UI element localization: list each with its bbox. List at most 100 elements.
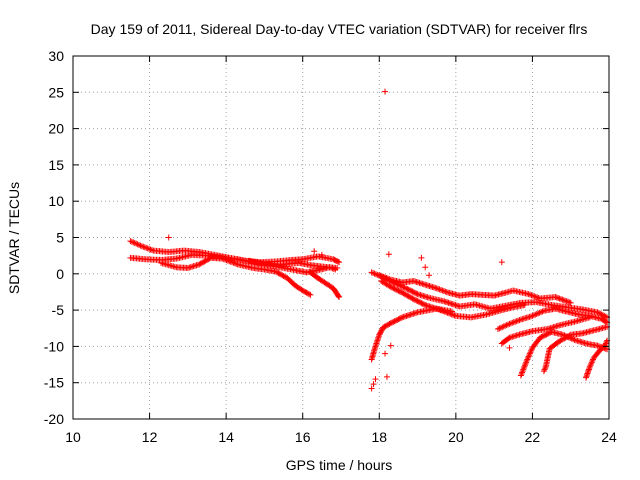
data-point xyxy=(220,256,227,263)
data-point xyxy=(564,298,571,305)
data-point xyxy=(130,239,137,246)
data-point xyxy=(526,350,533,357)
data-point xyxy=(311,248,318,255)
data-point xyxy=(403,285,410,292)
data-point xyxy=(143,244,150,251)
data-point xyxy=(410,296,417,303)
data-point xyxy=(412,296,419,303)
data-point xyxy=(523,357,530,364)
data-point xyxy=(278,271,285,278)
data-point xyxy=(280,272,287,279)
data-point xyxy=(389,284,396,291)
series-track-k xyxy=(517,328,611,379)
data-point xyxy=(538,334,545,341)
data-point xyxy=(438,286,445,293)
data-point xyxy=(413,290,420,297)
data-point xyxy=(405,293,412,300)
data-point xyxy=(140,243,147,250)
data-point xyxy=(133,240,140,247)
data-point xyxy=(372,376,379,383)
x-tick-label: 24 xyxy=(601,429,617,445)
data-point xyxy=(589,357,596,364)
data-point xyxy=(318,251,325,258)
data-point xyxy=(560,336,567,343)
data-point xyxy=(417,299,424,306)
data-point xyxy=(586,314,593,321)
data-point xyxy=(506,344,513,351)
data-point xyxy=(409,288,416,295)
data-point xyxy=(396,315,403,322)
data-point xyxy=(198,259,205,266)
data-points xyxy=(127,88,611,392)
data-point xyxy=(231,260,238,267)
data-point xyxy=(219,255,226,262)
y-tick-label: 10 xyxy=(48,193,64,209)
data-point xyxy=(136,241,143,248)
data-point xyxy=(413,297,420,304)
data-point xyxy=(503,322,510,329)
data-point xyxy=(586,363,593,370)
data-point xyxy=(601,312,608,319)
data-point xyxy=(382,323,389,330)
data-point xyxy=(392,286,399,293)
data-point xyxy=(372,271,379,278)
series-track-l xyxy=(540,323,611,375)
data-point xyxy=(567,299,574,306)
data-point xyxy=(382,88,389,95)
data-point xyxy=(392,317,399,324)
data-point xyxy=(382,274,389,281)
data-point xyxy=(541,366,548,373)
data-point xyxy=(442,288,449,295)
data-point xyxy=(390,285,397,292)
data-point xyxy=(513,318,520,325)
data-point xyxy=(559,296,566,303)
data-point xyxy=(371,270,378,277)
data-point xyxy=(165,234,172,241)
grid-lines xyxy=(73,56,609,419)
data-point xyxy=(415,298,422,305)
data-point xyxy=(400,290,407,297)
data-point xyxy=(435,285,442,292)
x-tick-label: 14 xyxy=(218,429,234,445)
data-point xyxy=(603,339,610,346)
data-point xyxy=(422,264,429,271)
data-point xyxy=(525,291,532,298)
data-point xyxy=(197,260,204,267)
y-tick-label: -5 xyxy=(52,302,65,318)
data-point xyxy=(552,294,559,301)
data-point xyxy=(542,332,549,339)
data-point xyxy=(381,323,388,330)
data-point xyxy=(276,270,283,277)
data-point xyxy=(500,323,507,330)
data-point xyxy=(515,317,522,324)
data-point xyxy=(229,259,236,266)
data-point xyxy=(507,320,514,327)
data-point xyxy=(370,269,377,276)
y-tick-label: -20 xyxy=(44,411,64,427)
data-point xyxy=(391,318,398,325)
data-point xyxy=(542,365,549,372)
x-tick-label: 16 xyxy=(295,429,311,445)
data-point xyxy=(543,331,550,338)
series-track-f xyxy=(368,269,611,321)
data-point xyxy=(499,324,506,331)
data-point xyxy=(395,316,402,323)
data-point xyxy=(408,294,415,301)
data-point xyxy=(368,269,375,276)
data-point xyxy=(227,258,234,265)
data-point xyxy=(409,295,416,302)
data-point xyxy=(557,337,564,344)
data-point xyxy=(385,321,392,328)
y-tick-label: -10 xyxy=(44,338,64,354)
data-point xyxy=(505,335,512,342)
data-point xyxy=(330,265,337,272)
data-point xyxy=(505,321,512,328)
data-point xyxy=(526,352,533,359)
data-point xyxy=(540,368,547,375)
data-point xyxy=(566,332,573,339)
x-tick-labels: 10 12 14 16 18 20 22 24 xyxy=(65,429,617,445)
data-point xyxy=(451,312,458,319)
data-point xyxy=(532,311,539,318)
data-point xyxy=(412,289,419,296)
data-point xyxy=(202,257,209,264)
